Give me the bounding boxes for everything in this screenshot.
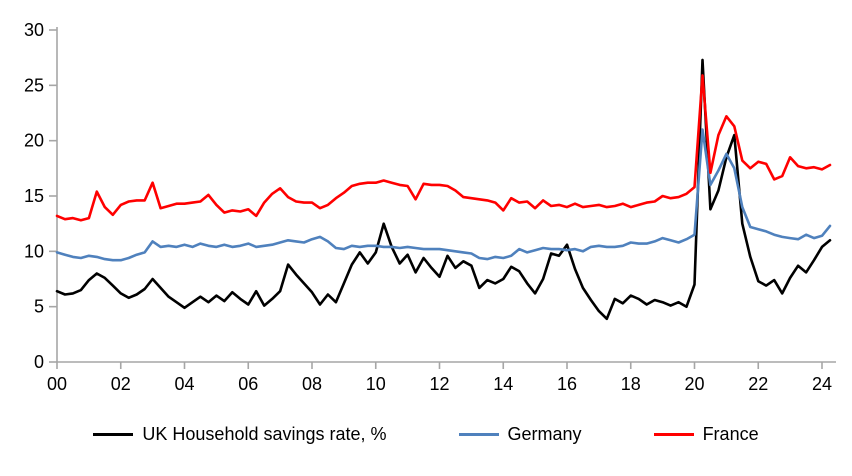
svg-text:20: 20 — [24, 131, 44, 151]
svg-text:02: 02 — [111, 374, 131, 394]
svg-text:25: 25 — [24, 75, 44, 95]
france-line-swatch — [653, 433, 694, 436]
svg-text:00: 00 — [47, 374, 67, 394]
plot-area: 0 5 10 15 20 25 30 00 02 04 06 08 10 12 14 16 18 20 22 24 — [24, 20, 836, 394]
germany-line-swatch — [458, 433, 499, 436]
svg-text:04: 04 — [174, 374, 194, 394]
svg-text:22: 22 — [748, 374, 768, 394]
svg-text:24: 24 — [812, 374, 832, 394]
svg-text:18: 18 — [621, 374, 641, 394]
svg-text:10: 10 — [366, 374, 386, 394]
svg-text:15: 15 — [24, 186, 44, 206]
germany-legend-label: Germany — [507, 424, 582, 444]
svg-text:08: 08 — [302, 374, 322, 394]
svg-text:14: 14 — [493, 374, 513, 394]
france-legend-label: France — [702, 424, 759, 444]
uk-legend-label: UK Household savings rate, % — [142, 424, 387, 444]
legend-item-france: France — [653, 424, 759, 445]
svg-text:30: 30 — [24, 20, 44, 40]
svg-text:10: 10 — [24, 241, 44, 261]
svg-text:12: 12 — [429, 374, 449, 394]
svg-text:5: 5 — [34, 297, 44, 317]
legend-item-germany: Germany — [458, 424, 582, 445]
legend-item-uk: UK Household savings rate, % — [93, 424, 387, 445]
legend: UK Household savings rate, % Germany Fra… — [0, 424, 852, 445]
uk-line-swatch — [93, 433, 134, 436]
svg-text:0: 0 — [34, 352, 44, 372]
svg-text:16: 16 — [557, 374, 577, 394]
svg-text:20: 20 — [684, 374, 704, 394]
svg-text:06: 06 — [238, 374, 258, 394]
